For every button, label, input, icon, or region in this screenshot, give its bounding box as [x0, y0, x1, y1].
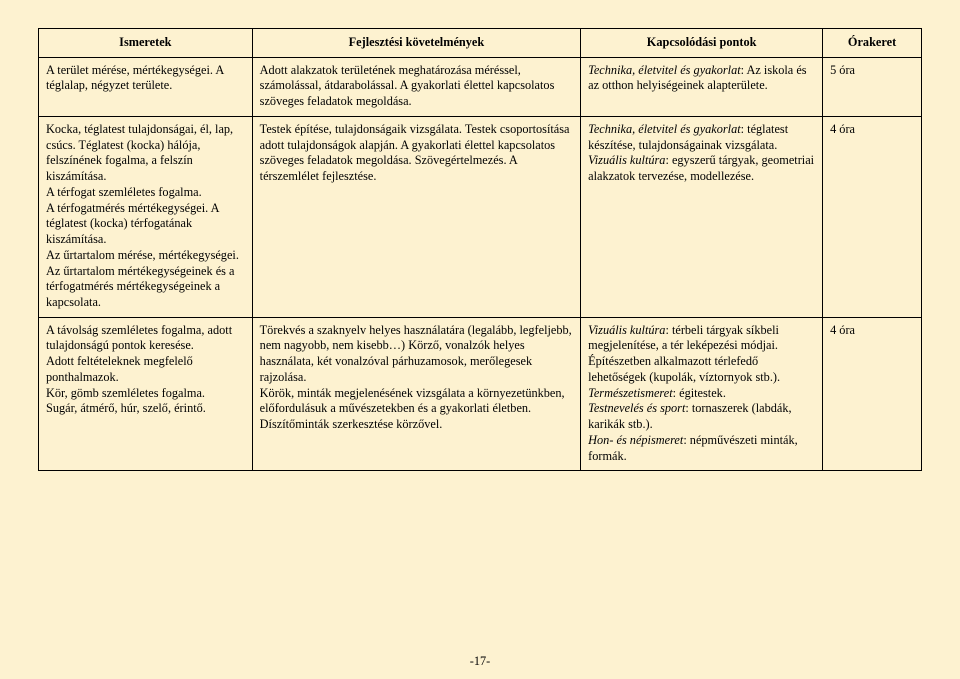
kapcs-topic: Vizuális kultúra [588, 323, 665, 337]
ism-part: A távolság szemléletes fogalma, adott tu… [46, 323, 245, 354]
ism-part: Sugár, átmérő, húr, szelő, érintő. [46, 401, 245, 417]
table-row: A terület mérése, mértékegységei. A tégl… [39, 57, 922, 116]
kapcs-topic: Hon- és népismeret [588, 433, 683, 447]
cell-ismeretek: A terület mérése, mértékegységei. A tégl… [39, 57, 253, 116]
table-header-row: Ismeretek Fejlesztési követelmények Kapc… [39, 29, 922, 58]
cell-ora: 4 óra [823, 116, 922, 317]
kapcs-line: Építészetben alkalmazott térlefedő lehet… [588, 354, 815, 385]
ism-part: Adott feltételeknek megfelelő ponthalmaz… [46, 354, 245, 385]
kapcs-line: Vizuális kultúra: egyszerű tárgyak, geom… [588, 153, 815, 184]
kapcs-text: Építészetben alkalmazott térlefedő lehet… [588, 354, 780, 384]
cell-fejlesztes: Adott alakzatok területének meghatározás… [252, 57, 580, 116]
page-container: Ismeretek Fejlesztési követelmények Kapc… [0, 0, 960, 471]
cell-ora: 5 óra [823, 57, 922, 116]
kapcs-topic: Vizuális kultúra [588, 153, 665, 167]
kapcs-topic: Testnevelés és sport [588, 401, 685, 415]
cell-kapcsolodas: Technika, életvitel és gyakorlat: téglat… [581, 116, 823, 317]
ism-part: A térfogat szemléletes fogalma. [46, 185, 245, 201]
cell-kapcsolodas: Vizuális kultúra: térbeli tárgyak síkbel… [581, 317, 823, 471]
col-header-kapcsolodas: Kapcsolódási pontok [581, 29, 823, 58]
fej-part: Körök, minták megjelenésének vizsgálata … [260, 386, 573, 433]
kapcs-line: Technika, életvitel és gyakorlat: téglat… [588, 122, 815, 153]
page-number: -17- [0, 654, 960, 669]
kapcs-topic: Technika, életvitel és gyakorlat [588, 63, 741, 77]
cell-ismeretek: Kocka, téglatest tulajdonságai, él, lap,… [39, 116, 253, 317]
col-header-ismeretek: Ismeretek [39, 29, 253, 58]
cell-ora: 4 óra [823, 317, 922, 471]
kapcs-topic: Természetismeret [588, 386, 672, 400]
kapcs-line: Hon- és népismeret: népművészeti minták,… [588, 433, 815, 464]
ism-part: A térfogatmérés mértékegységei. A téglat… [46, 201, 245, 248]
cell-ismeretek: A távolság szemléletes fogalma, adott tu… [39, 317, 253, 471]
kapcs-line: Természetismeret: égitestek. [588, 386, 815, 402]
table-row: Kocka, téglatest tulajdonságai, él, lap,… [39, 116, 922, 317]
fej-part: Törekvés a szaknyelv helyes használatára… [260, 323, 573, 386]
ism-part: Az űrtartalom mérése, mértékegységei. Az… [46, 248, 245, 311]
kapcs-line: Vizuális kultúra: térbeli tárgyak síkbel… [588, 323, 815, 354]
curriculum-table: Ismeretek Fejlesztési követelmények Kapc… [38, 28, 922, 471]
ism-part: Kör, gömb szemléletes fogalma. [46, 386, 245, 402]
kapcs-line: Testnevelés és sport: tornaszerek (labdá… [588, 401, 815, 432]
table-row: A távolság szemléletes fogalma, adott tu… [39, 317, 922, 471]
col-header-fejlesztes: Fejlesztési követelmények [252, 29, 580, 58]
ism-part: Kocka, téglatest tulajdonságai, él, lap,… [46, 122, 245, 185]
cell-kapcsolodas: Technika, életvitel és gyakorlat: Az isk… [581, 57, 823, 116]
col-header-orakeret: Órakeret [823, 29, 922, 58]
kapcs-text: : égitestek. [673, 386, 726, 400]
cell-fejlesztes: Törekvés a szaknyelv helyes használatára… [252, 317, 580, 471]
kapcs-topic: Technika, életvitel és gyakorlat [588, 122, 741, 136]
cell-fejlesztes: Testek építése, tulajdonságaik vizsgálat… [252, 116, 580, 317]
